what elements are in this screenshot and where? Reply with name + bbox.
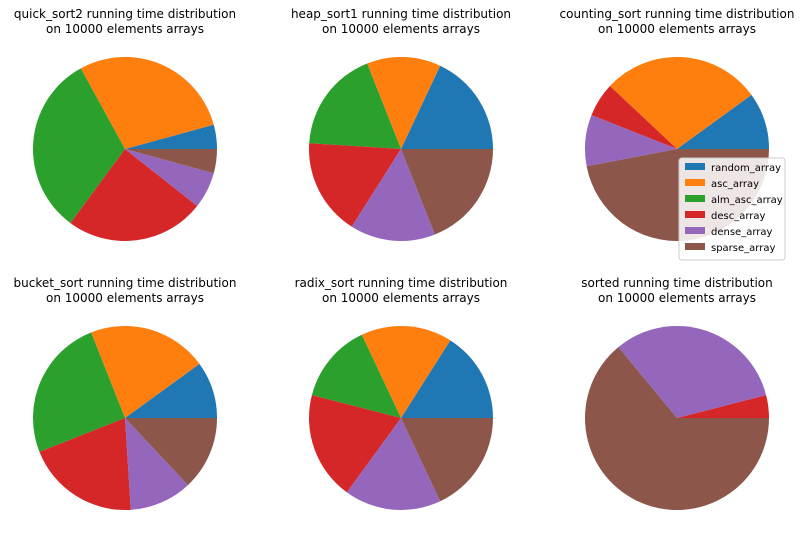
legend-label-desc_array: desc_array <box>711 211 766 222</box>
slice-sparse_array <box>401 149 493 235</box>
legend-label-dense_array: dense_array <box>711 227 773 238</box>
slice-random_array <box>677 94 769 149</box>
pie-panel-1: quick_sort2 running time distribution on … <box>14 7 236 242</box>
panel-title: heap_sort1 running time distribution on 1… <box>291 7 511 36</box>
slice-alm_asc_array <box>32 332 125 452</box>
slice-random_array <box>125 363 217 418</box>
slice-dense_array <box>125 149 214 207</box>
slice-desc_array <box>308 395 401 493</box>
legend-swatch-sparse_array <box>685 243 705 250</box>
legend: random_array asc_array alm_asc_array desc_a… <box>678 157 786 261</box>
slice-sparse_array <box>401 418 493 502</box>
legend-frame <box>678 157 786 261</box>
slice-sparse_array <box>125 418 218 486</box>
slice-dense_array <box>618 325 767 418</box>
legend-label-asc_array: asc_array <box>711 179 759 190</box>
legend-label-random_array: random_array <box>711 163 781 174</box>
panel-title: quick_sort2 running time distribution on … <box>14 7 236 36</box>
pie-panel-5: radix_sort running time distribution on 1… <box>295 276 508 510</box>
slice-alm_asc_array <box>311 334 401 418</box>
slice-desc_array <box>677 395 769 418</box>
pie-panel-4: bucket_sort running time distribution on … <box>14 276 237 511</box>
panel-title: bucket_sort running time distribution on … <box>14 276 237 305</box>
slice-alm_asc_array <box>32 68 125 224</box>
slice-asc_array <box>80 57 214 149</box>
slice-dense_array <box>351 149 435 242</box>
legend-swatch-dense_array <box>685 227 705 234</box>
legend-swatch-asc_array <box>685 179 705 186</box>
slice-desc_array <box>39 418 131 511</box>
slice-desc_array <box>70 149 198 242</box>
slice-random_array <box>401 65 493 149</box>
slice-asc_array <box>91 325 200 418</box>
panel-title: radix_sort running time distribution on 1… <box>295 276 508 305</box>
slice-sparse_array <box>125 149 217 174</box>
legend-swatch-desc_array <box>685 211 705 218</box>
panel-title: counting_sort running time distribution o… <box>560 7 795 36</box>
slice-alm_asc_array <box>309 63 401 149</box>
slice-dense_array <box>584 115 677 167</box>
slice-asc_array <box>367 57 441 150</box>
slice-sparse_array <box>585 347 769 510</box>
legend-label-sparse_array: sparse_array <box>711 243 775 254</box>
panel-title: sorted running time distribution on 10000… <box>581 276 772 305</box>
slice-dense_array <box>125 418 188 510</box>
slice-random_array <box>401 340 493 418</box>
slice-desc_array <box>591 86 677 149</box>
slice-asc_array <box>609 56 752 149</box>
slice-desc_array <box>308 143 401 227</box>
legend-label-alm_asc_array: alm_asc_array <box>711 195 783 206</box>
legend-swatch-random_array <box>685 163 705 170</box>
pie-panel-6: sorted running time distribution on 10000… <box>581 276 773 510</box>
slice-asc_array <box>361 326 451 418</box>
pie-panel-2: heap_sort1 running time distribution on 1… <box>291 7 511 242</box>
slice-random_array <box>125 124 217 149</box>
legend-swatch-alm_asc_array <box>685 195 705 202</box>
slice-dense_array <box>346 418 441 510</box>
